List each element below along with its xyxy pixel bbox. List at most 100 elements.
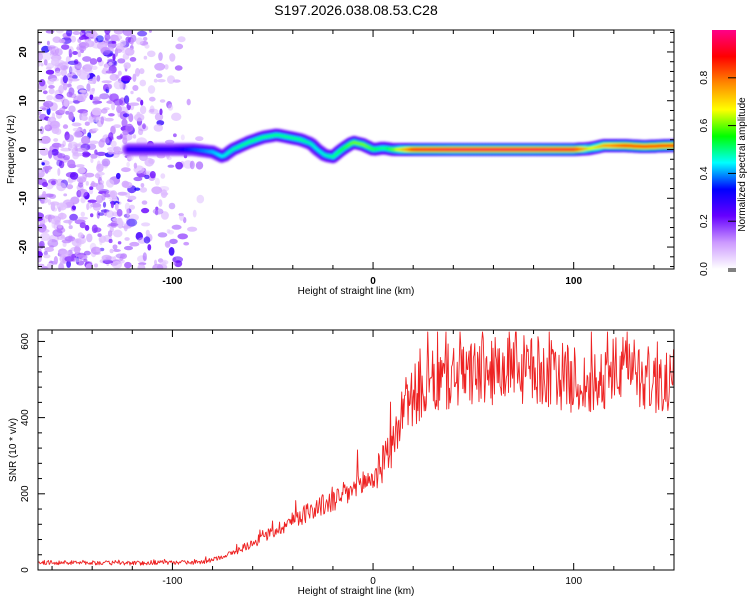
noise-blob — [138, 129, 143, 136]
noise-blob — [79, 46, 86, 52]
noise-blob — [89, 141, 99, 145]
noise-blob — [79, 36, 85, 40]
noise-blob — [154, 124, 163, 132]
noise-blob — [130, 57, 137, 62]
noise-blob — [110, 141, 116, 148]
noise-blob — [149, 109, 154, 112]
noise-blob — [141, 183, 145, 188]
noise-blob — [134, 163, 137, 169]
noise-blob — [42, 107, 47, 110]
noise-blob — [101, 116, 105, 124]
noise-blob — [149, 97, 156, 102]
colorbar-tick-label: 0.6 — [699, 118, 710, 132]
colorbar-tick-label: 0.2 — [699, 214, 710, 228]
noise-blob — [172, 225, 182, 230]
noise-blob — [135, 68, 140, 77]
noise-blob — [77, 85, 84, 91]
noise-blob — [99, 239, 102, 246]
noise-blob — [56, 182, 66, 191]
noise-blob — [150, 171, 156, 178]
noise-blob — [97, 233, 101, 237]
noise-blob — [41, 136, 51, 144]
noise-blob — [142, 200, 148, 204]
noise-blob — [47, 45, 55, 49]
colorbar-tick-label: 0.8 — [699, 70, 710, 84]
noise-blob — [155, 178, 160, 186]
noise-blob — [122, 181, 129, 188]
noise-blob — [121, 75, 132, 81]
noise-blob — [179, 213, 184, 221]
noise-blob — [177, 36, 185, 42]
y-axis-label: SNR (10 * v/v) — [8, 418, 19, 482]
noise-blob — [157, 79, 166, 82]
noise-blob — [63, 124, 68, 129]
noise-blob — [65, 134, 74, 142]
noise-blob — [103, 202, 106, 208]
noise-blob — [116, 43, 123, 48]
noise-blob — [197, 195, 205, 204]
noise-blob — [68, 106, 75, 113]
noise-blob — [75, 164, 84, 167]
chart-title: S197.2026.038.08.53.C28 — [0, 2, 712, 18]
noise-blob — [53, 95, 64, 102]
noise-blob — [45, 215, 56, 220]
noise-blob — [130, 38, 133, 45]
y-tick-label: -20 — [18, 239, 29, 254]
noise-blob — [124, 95, 129, 104]
noise-blob — [68, 112, 73, 121]
noise-blob — [42, 162, 45, 165]
noise-blob — [63, 193, 67, 196]
noise-blob — [152, 264, 163, 272]
noise-blob — [144, 44, 149, 49]
noise-blob — [143, 37, 147, 41]
noise-blob — [74, 61, 81, 70]
noise-blob — [50, 51, 54, 56]
noise-blob — [81, 136, 90, 145]
noise-blob — [168, 230, 174, 235]
noise-blob — [158, 52, 163, 61]
noise-blob — [81, 189, 85, 193]
noise-blob — [120, 253, 127, 259]
noise-blob — [168, 104, 173, 111]
x-axis-label: Height of straight line (km) — [298, 286, 415, 297]
noise-blob — [46, 95, 53, 100]
noise-blob — [196, 161, 203, 169]
noise-blob — [76, 94, 85, 102]
noise-blob — [64, 256, 74, 262]
noise-blob — [149, 28, 152, 33]
noise-blob — [134, 188, 140, 191]
noise-blob — [128, 196, 137, 201]
noise-blob — [147, 244, 151, 250]
noise-blob — [88, 79, 96, 84]
noise-blob — [96, 117, 100, 124]
noise-blob — [110, 249, 114, 254]
noise-blob — [140, 80, 147, 87]
noise-blob — [96, 75, 100, 82]
y-tick-label: 20 — [18, 46, 29, 58]
noise-blob — [46, 67, 52, 70]
noise-blob — [115, 49, 123, 54]
noise-blob — [117, 209, 123, 217]
noise-blob — [50, 201, 59, 205]
noise-blob — [97, 57, 102, 62]
x-axis-label: Height of straight line (km) — [298, 586, 415, 597]
noise-blob — [116, 105, 122, 113]
noise-blob — [102, 80, 112, 83]
noise-blob — [137, 31, 147, 37]
noise-blob — [122, 137, 127, 140]
noise-blob — [59, 144, 65, 148]
y-tick-label: 10 — [18, 95, 29, 107]
noise-blob — [141, 208, 149, 213]
noise-blob — [187, 227, 197, 232]
noise-blob — [61, 264, 65, 273]
snr-frame — [38, 330, 674, 570]
noise-blob — [160, 99, 166, 102]
noise-blob — [154, 63, 165, 71]
noise-blob — [67, 72, 76, 77]
noise-blob — [90, 154, 97, 159]
noise-blob — [143, 252, 147, 261]
noise-blob — [118, 71, 122, 76]
colorbar-tick-label: 0.0 — [699, 262, 710, 276]
